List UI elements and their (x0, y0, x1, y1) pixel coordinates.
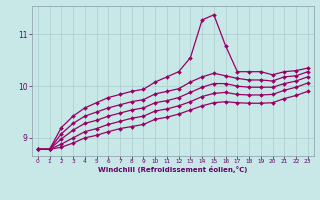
X-axis label: Windchill (Refroidissement éolien,°C): Windchill (Refroidissement éolien,°C) (98, 166, 247, 173)
